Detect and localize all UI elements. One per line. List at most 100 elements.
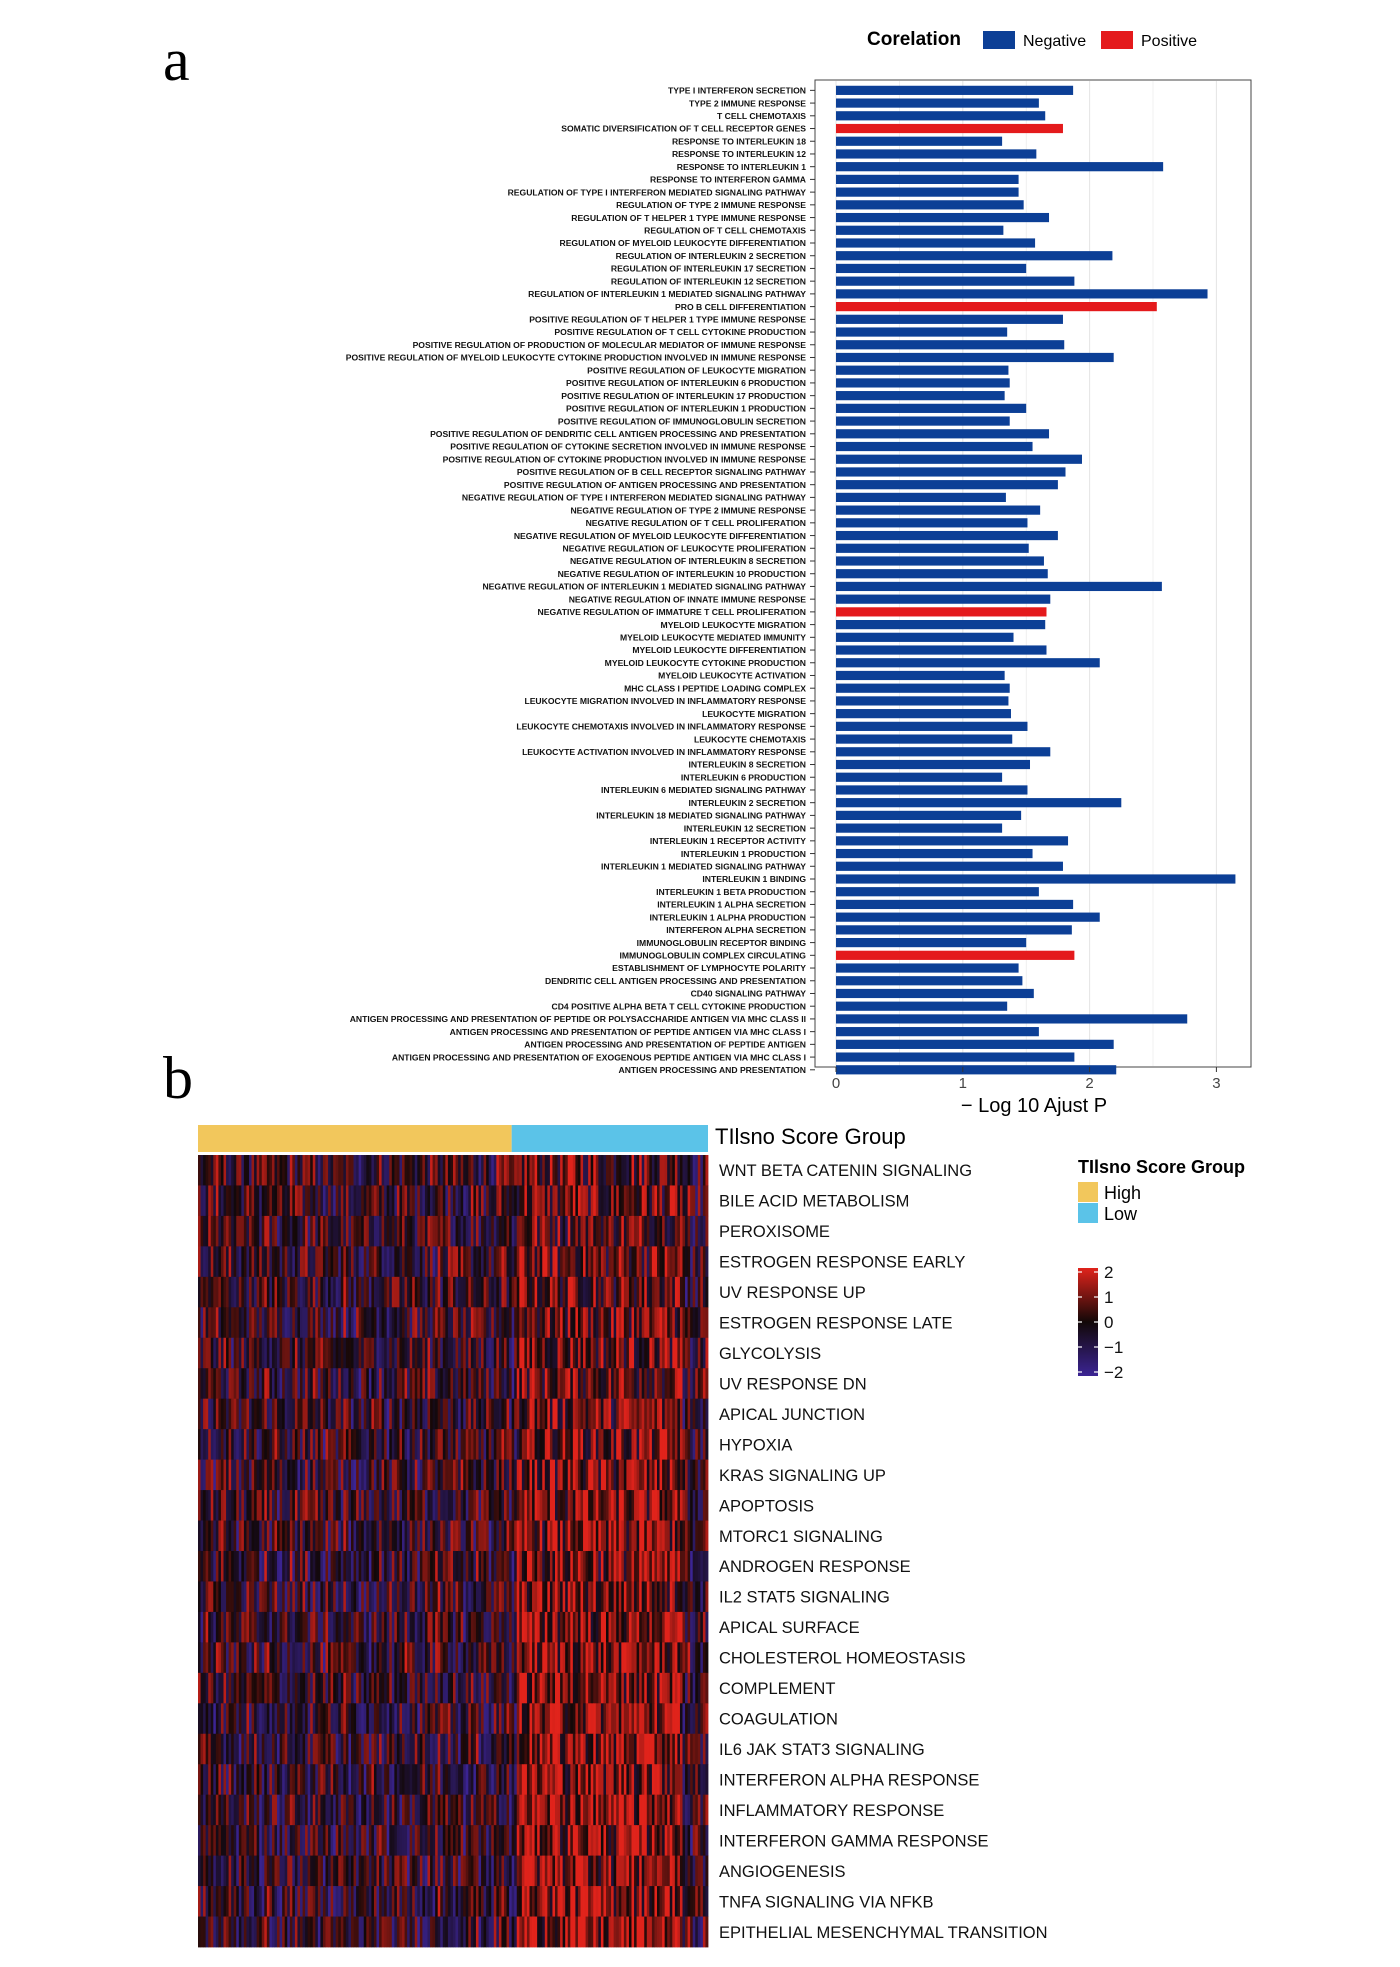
heatmap-cell: [705, 1429, 709, 1461]
heatmap-cell: [565, 1459, 569, 1491]
heatmap-cell: [404, 1642, 408, 1674]
heatmap-cell: [616, 1459, 620, 1491]
heatmap-cell: [384, 1551, 388, 1582]
heatmap-cell: [679, 1764, 683, 1796]
heatmap-cell: [606, 1733, 609, 1765]
heatmap-cell: [409, 1185, 413, 1217]
heatmap-cell: [238, 1276, 242, 1308]
heatmap-cell: [330, 1551, 334, 1582]
heatmap-cell: [644, 1581, 648, 1613]
heatmap-cell: [659, 1611, 663, 1643]
heatmap-cell: [458, 1307, 462, 1339]
heatmap-cell: [651, 1581, 655, 1613]
heatmap-cell: [373, 1276, 377, 1308]
heatmap-cell: [223, 1368, 227, 1400]
heatmap-cell: [588, 1246, 592, 1278]
heatmap-cell: [279, 1794, 283, 1826]
heatmap-cell: [514, 1672, 518, 1704]
heatmap-cell: [251, 1794, 255, 1826]
heatmap-cell: [534, 1520, 538, 1552]
heatmap-cell: [292, 1733, 296, 1765]
heatmap-cell: [404, 1764, 408, 1796]
heatmap-cell: [302, 1215, 306, 1247]
heatmap-cell: [287, 1368, 291, 1400]
heatmap-cell: [302, 1337, 306, 1369]
heatmap-cell: [646, 1825, 650, 1857]
heatmap-cell: [407, 1337, 411, 1369]
heatmap-cell: [519, 1703, 523, 1735]
heatmap-cell: [442, 1368, 446, 1400]
heatmap-cell: [213, 1459, 217, 1491]
heatmap-cell: [455, 1490, 459, 1521]
heatmap-cell: [611, 1794, 615, 1826]
heatmap-cell: [366, 1825, 370, 1857]
heatmap-cell: [266, 1246, 270, 1278]
heatmap-cell: [501, 1459, 505, 1491]
category-label: T CELL CHEMOTAXIS: [717, 111, 806, 121]
heatmap-cell: [203, 1733, 207, 1765]
heatmap-cell: [376, 1764, 380, 1796]
heatmap-cell: [506, 1733, 510, 1765]
heatmap-cell: [636, 1672, 640, 1704]
heatmap-cell: [427, 1337, 431, 1369]
heatmap-cell: [424, 1276, 428, 1308]
bar: [836, 200, 1024, 210]
heatmap-cell: [442, 1520, 446, 1552]
heatmap-cell: [325, 1794, 329, 1826]
heatmap-cell: [478, 1825, 482, 1857]
heatmap-cell: [590, 1246, 594, 1278]
category-label: INTERLEUKIN 8 SECRETION: [689, 760, 806, 770]
heatmap-cell: [611, 1368, 615, 1400]
heatmap-cell: [695, 1215, 699, 1247]
heatmap-cell: [447, 1490, 451, 1521]
heatmap-cell: [542, 1520, 546, 1552]
heatmap-cell: [514, 1825, 518, 1857]
heatmap-cell: [547, 1581, 551, 1613]
heatmap-cell: [700, 1368, 704, 1400]
heatmap-cell: [674, 1551, 678, 1582]
heatmap-cell: [373, 1490, 377, 1521]
heatmap-cell: [600, 1429, 604, 1461]
heatmap-cell: [483, 1642, 487, 1674]
heatmap-cell: [440, 1155, 444, 1186]
heatmap-cell: [544, 1398, 548, 1430]
heatmap-cell: [218, 1337, 222, 1369]
heatmap-cell: [391, 1551, 395, 1582]
heatmap-cell: [651, 1703, 655, 1735]
heatmap-cell: [572, 1642, 576, 1674]
heatmap-cell: [333, 1764, 337, 1796]
heatmap-cell: [590, 1764, 594, 1796]
heatmap-cell: [251, 1703, 255, 1735]
heatmap-cell: [532, 1520, 535, 1552]
heatmap-cell: [672, 1642, 676, 1674]
heatmap-cell: [705, 1246, 709, 1278]
heatmap-cell: [682, 1581, 686, 1613]
heatmap-cell: [435, 1764, 439, 1796]
heatmap-cell: [585, 1155, 589, 1186]
heatmap-cell: [402, 1215, 405, 1247]
bar: [836, 289, 1208, 299]
heatmap-cell: [641, 1611, 645, 1643]
heatmap-cell: [486, 1611, 490, 1643]
heatmap-cell: [496, 1215, 500, 1247]
heatmap-cell: [432, 1520, 436, 1552]
heatmap-cell: [417, 1429, 421, 1461]
heatmap-cell: [343, 1490, 347, 1521]
heatmap-cell: [241, 1642, 245, 1674]
heatmap-cell: [519, 1459, 523, 1491]
heatmap-cell: [310, 1276, 314, 1308]
heatmap-cell: [542, 1337, 546, 1369]
heatmap-cell: [555, 1276, 558, 1308]
heatmap-cell: [613, 1764, 617, 1796]
heatmap-cell: [526, 1490, 530, 1521]
heatmap-cell: [249, 1276, 252, 1308]
heatmap-cell: [458, 1185, 462, 1217]
heatmap-cell: [603, 1764, 607, 1796]
heatmap-cell: [417, 1459, 421, 1491]
heatmap-cell: [412, 1337, 416, 1369]
heatmap-cell: [259, 1611, 263, 1643]
heatmap-cell: [702, 1276, 706, 1308]
heatmap-cell: [366, 1764, 370, 1796]
heatmap-cell: [690, 1551, 694, 1582]
heatmap-cell: [493, 1459, 497, 1491]
